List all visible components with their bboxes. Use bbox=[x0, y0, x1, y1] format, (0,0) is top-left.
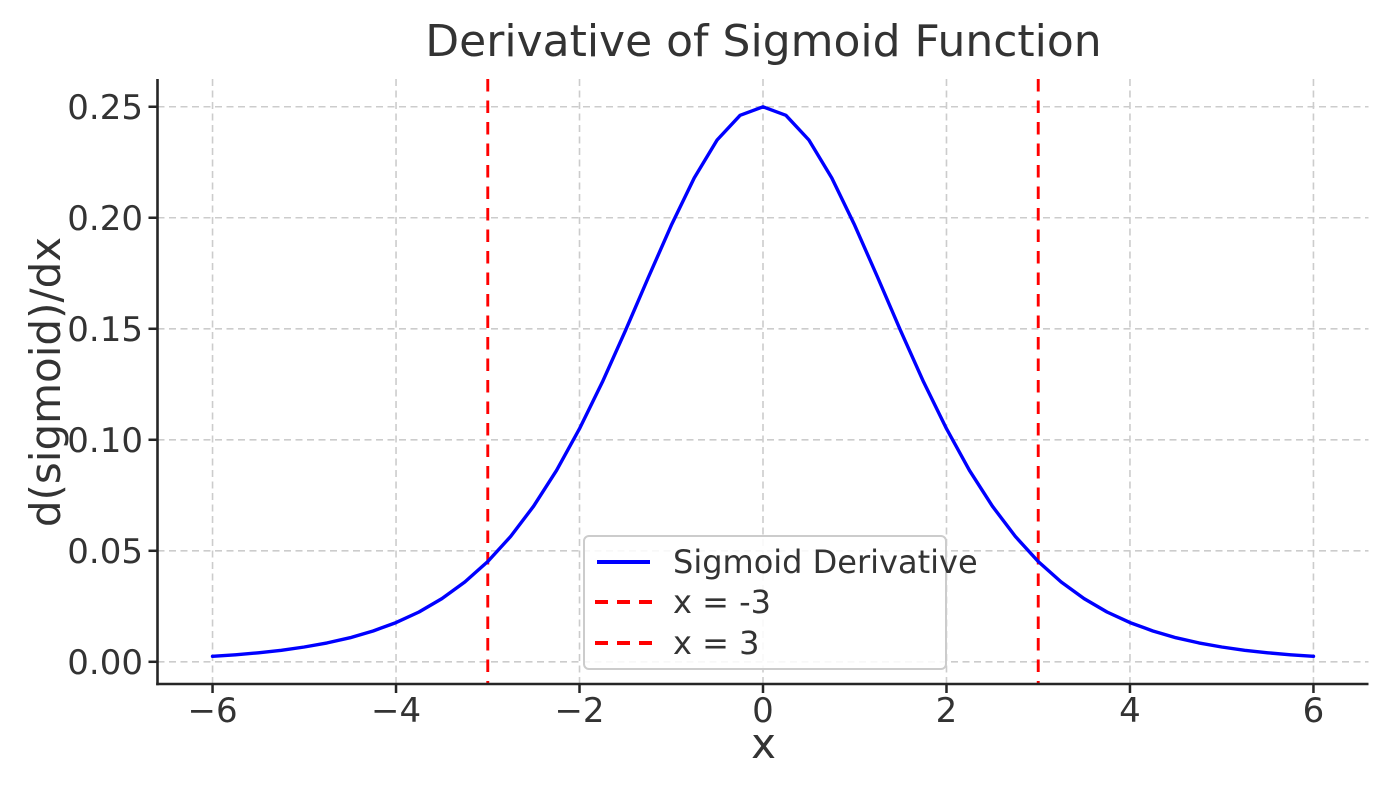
legend-line-solid-icon bbox=[597, 560, 650, 565]
legend-item: x = -3 bbox=[595, 582, 945, 622]
legend-label: Sigmoid Derivative bbox=[673, 543, 978, 582]
legend-line-dashed-icon bbox=[595, 640, 652, 645]
x-tick-label: 4 bbox=[1119, 691, 1141, 731]
x-tick-label: −2 bbox=[554, 691, 604, 731]
legend-item: Sigmoid Derivative bbox=[595, 542, 978, 582]
x-tick-label: 6 bbox=[1303, 691, 1325, 731]
y-tick-label: 0.00 bbox=[67, 643, 143, 683]
y-tick-label: 0.15 bbox=[67, 310, 143, 350]
y-tick-label: 0.05 bbox=[67, 532, 143, 572]
x-axis-label: x bbox=[751, 719, 776, 768]
x-tick-label: −6 bbox=[187, 691, 237, 731]
y-axis-label: d(sigmoid)/dx bbox=[21, 236, 70, 528]
x-tick-label: 0 bbox=[752, 691, 774, 731]
legend-item: x = 3 bbox=[595, 623, 945, 663]
y-tick-label: 0.20 bbox=[67, 199, 143, 239]
legend-line-dashed-icon bbox=[595, 600, 652, 605]
x-tick-label: −4 bbox=[371, 691, 421, 731]
series-curve bbox=[210, 105, 1316, 658]
legend: Sigmoid Derivative x = -3 x = 3 bbox=[583, 535, 978, 670]
legend-label: x = 3 bbox=[673, 623, 760, 662]
y-tick-label: 0.10 bbox=[67, 421, 143, 461]
legend-label: x = -3 bbox=[673, 583, 771, 622]
chart-title: Derivative of Sigmoid Function bbox=[425, 16, 1102, 67]
y-tick-label: 0.25 bbox=[67, 88, 143, 128]
x-tick-label: 2 bbox=[936, 691, 958, 731]
